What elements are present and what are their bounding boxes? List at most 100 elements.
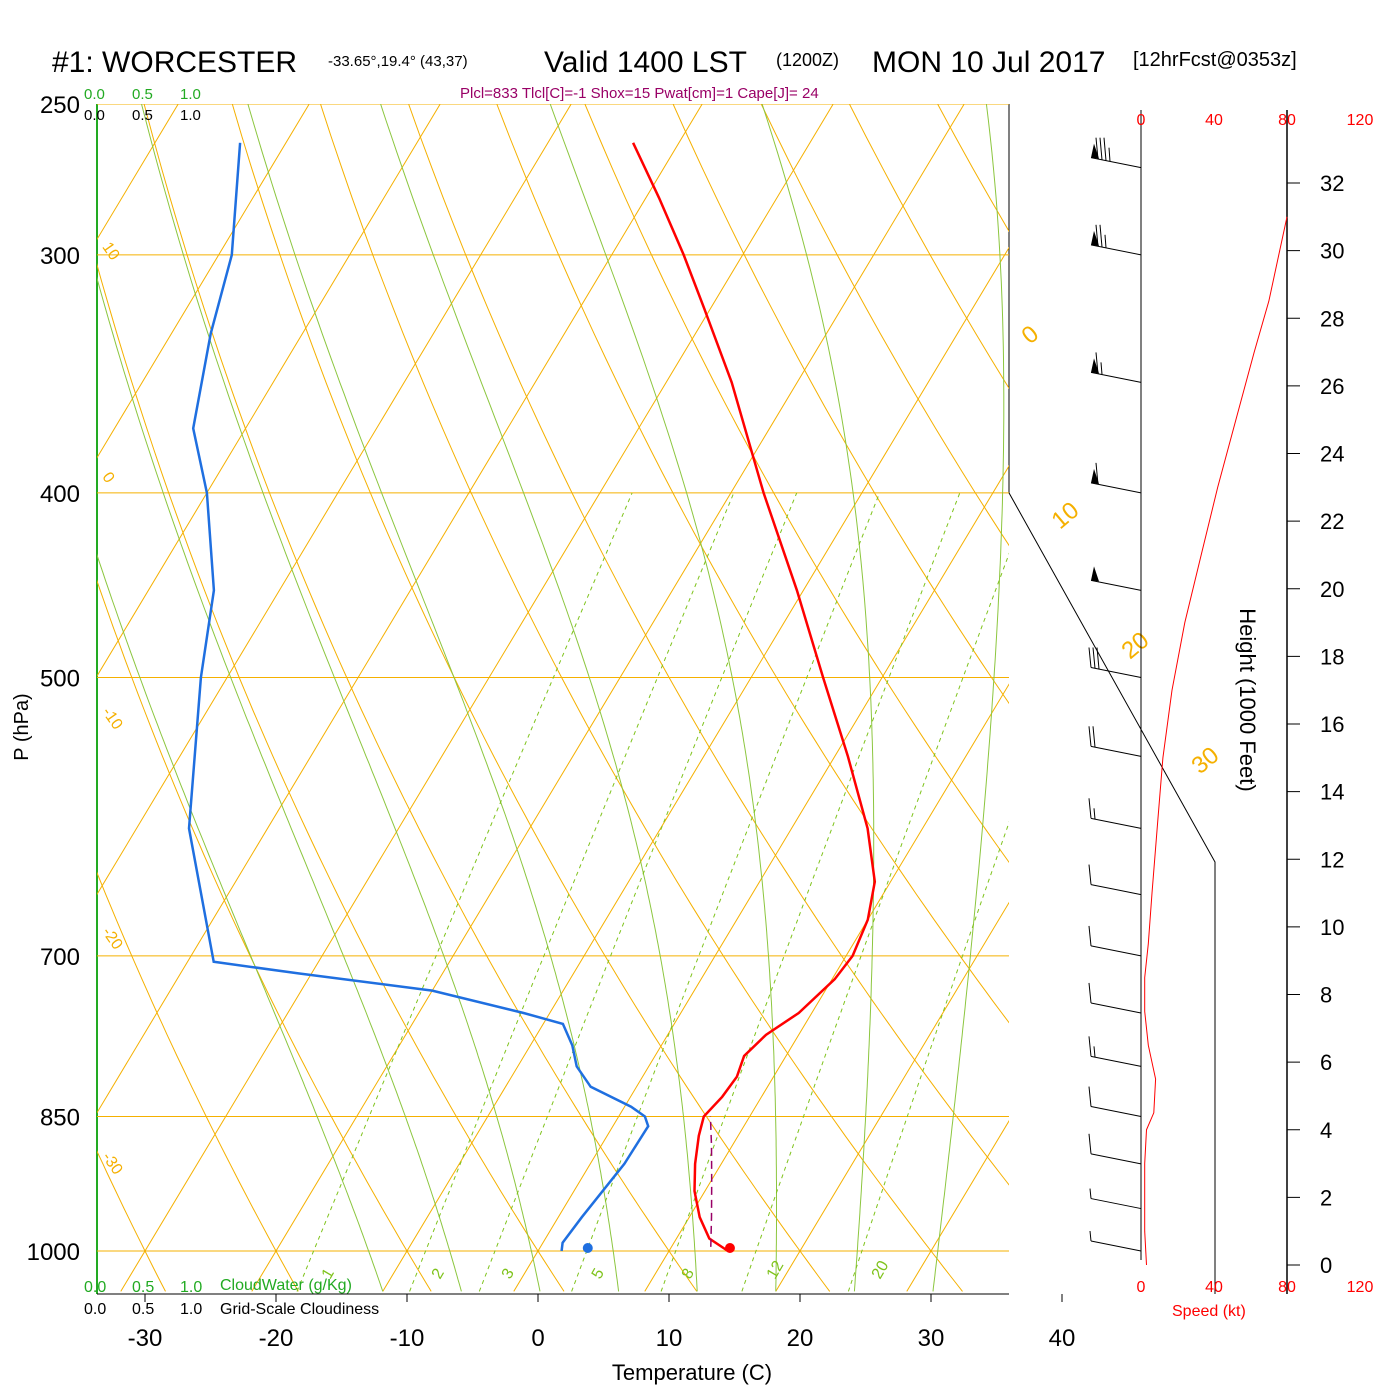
theta-label-right: 30 <box>1187 742 1225 780</box>
wind-barb-pennant <box>1091 143 1099 159</box>
wind-barb-staff <box>1090 579 1142 591</box>
wind-barb <box>1089 1188 1142 1210</box>
speed-tick-top: 80 <box>1278 112 1296 129</box>
dry-adiabat-line <box>97 579 432 1292</box>
height-tick-label: 20 <box>1320 577 1344 602</box>
height-tick-label: 8 <box>1320 983 1332 1008</box>
mixing-ratio-label: 8 <box>679 1266 698 1282</box>
pressure-tick-label: 700 <box>40 944 80 971</box>
height-tick-label: 0 <box>1320 1253 1332 1278</box>
mixing-ratio-label: 5 <box>589 1266 608 1282</box>
cloudwater-scale-bottom-label: 0.0 <box>84 1279 106 1296</box>
mixing-ratio-line <box>847 821 1009 1292</box>
wind-barb-flag <box>1088 1036 1092 1057</box>
wind-barb <box>1088 798 1142 829</box>
dry-adiabat-line <box>143 104 698 1292</box>
height-tick-label: 6 <box>1320 1050 1332 1075</box>
wind-barb-staff <box>1090 244 1142 256</box>
pressure-tick-label: 850 <box>40 1105 80 1132</box>
speed-tick-bottom: 120 <box>1347 1279 1374 1296</box>
isotherm-line <box>382 246 1009 1292</box>
wind-barb <box>1088 925 1142 957</box>
wind-barb-flag <box>1092 726 1096 748</box>
theta-label-left: -30 <box>98 1149 125 1178</box>
wind-barb-flag <box>1088 982 1092 1004</box>
valid-time: Valid 1400 LST <box>544 46 747 79</box>
height-tick-label: 22 <box>1320 509 1344 534</box>
wind-barb-flag <box>1088 925 1092 946</box>
mixing-ratio-line <box>660 492 961 1292</box>
wind-barb <box>1088 647 1142 678</box>
theta-label-left: 10 <box>98 239 122 263</box>
dry-adiabat-line <box>97 871 299 1292</box>
temperature-tick-label: 20 <box>787 1325 814 1352</box>
wind-barb-staff <box>1090 1240 1142 1252</box>
wind-barb <box>1088 726 1142 757</box>
wind-barb-flag <box>1088 1086 1092 1107</box>
pressure-tick-label: 400 <box>40 481 80 508</box>
dry-adiabat-line <box>1355 70 1400 1291</box>
speed-tick-top: 40 <box>1205 112 1223 129</box>
wind-barb-flag <box>1088 864 1092 885</box>
wind-barb-staff <box>1090 482 1142 494</box>
wind-barb-staff <box>1090 1106 1142 1118</box>
wind-barb-pennant <box>1091 358 1099 374</box>
mixing-ratio-label: 12 <box>764 1258 788 1282</box>
moist-adiabat-line <box>380 104 698 1292</box>
cloudiness-scale-bottom-label: 0.0 <box>84 1301 106 1318</box>
height-tick-label: 14 <box>1320 780 1344 805</box>
height-tick-label: 2 <box>1320 1185 1332 1210</box>
moist-adiabat-line <box>97 276 462 1292</box>
mixing-ratio-line <box>571 492 881 1292</box>
surface-temperature-marker <box>724 1243 735 1253</box>
pressure-tick-label: 300 <box>40 243 80 270</box>
dry-adiabat-line <box>584 104 1009 864</box>
wind-barb-staff <box>1090 745 1142 757</box>
temperature-tick-label: 10 <box>656 1325 683 1352</box>
moist-adiabat-line <box>140 104 541 1292</box>
dry-adiabat-line <box>760 104 1009 547</box>
isotherm-line <box>97 104 572 896</box>
wind-barb-flag <box>1088 798 1092 819</box>
mixing-ratio-label: 2 <box>429 1266 448 1282</box>
isotherm-line <box>1300 70 1400 1291</box>
wind-barb <box>1090 566 1142 591</box>
speed-tick-top: 120 <box>1347 112 1374 129</box>
wind-barb-flag <box>1095 352 1099 374</box>
wind-barb-flag <box>1092 647 1096 669</box>
dry-adiabat-line <box>1181 70 1400 1291</box>
theta-label-left: -10 <box>98 704 125 733</box>
mixing-ratio-label: 20 <box>869 1258 893 1282</box>
height-tick-label: 32 <box>1320 171 1344 196</box>
station-coords: -33.65°,19.4° (43,37) <box>328 53 468 70</box>
theta-label-left: 0 <box>98 469 117 486</box>
mixing-ratio-line <box>409 492 735 1292</box>
wind-barb <box>1090 224 1142 256</box>
theta-label-left: -20 <box>98 924 125 953</box>
wind-barb-halfflag <box>1089 1230 1092 1242</box>
wind-barb <box>1088 1086 1142 1118</box>
height-tick-label: 12 <box>1320 847 1344 872</box>
dry-adiabat-line <box>408 104 1009 1186</box>
wind-barb-staff <box>1090 157 1142 169</box>
dry-adiabat-line <box>0 70 33 1291</box>
pressure-tick-label: 250 <box>40 92 80 119</box>
speed-panel-boundary <box>1008 492 1216 1294</box>
wind-barb-halfflag <box>1093 808 1096 820</box>
wind-panel: 0040408080120120024681012141618202224262… <box>1008 110 1374 1296</box>
temperature-profile-line <box>631 142 877 1253</box>
wind-barb-flag <box>1099 224 1103 248</box>
isotherm-line <box>97 104 310 459</box>
cloudwater-scale-top-label: 0.0 <box>84 86 105 103</box>
wind-barb <box>1089 1230 1142 1252</box>
cloudiness-scale-top-label: 0.0 <box>84 107 105 124</box>
wind-barb-flag <box>1095 137 1099 160</box>
dry-adiabat-line <box>97 1150 166 1292</box>
wind-barb <box>1090 462 1142 494</box>
isotherm-line <box>1038 70 1400 1291</box>
station-title: #1: WORCESTER <box>52 46 297 79</box>
isotherm-line <box>97 104 703 1114</box>
temperature-tick-label: -20 <box>259 1325 294 1352</box>
sounding-profiles <box>187 142 877 1253</box>
